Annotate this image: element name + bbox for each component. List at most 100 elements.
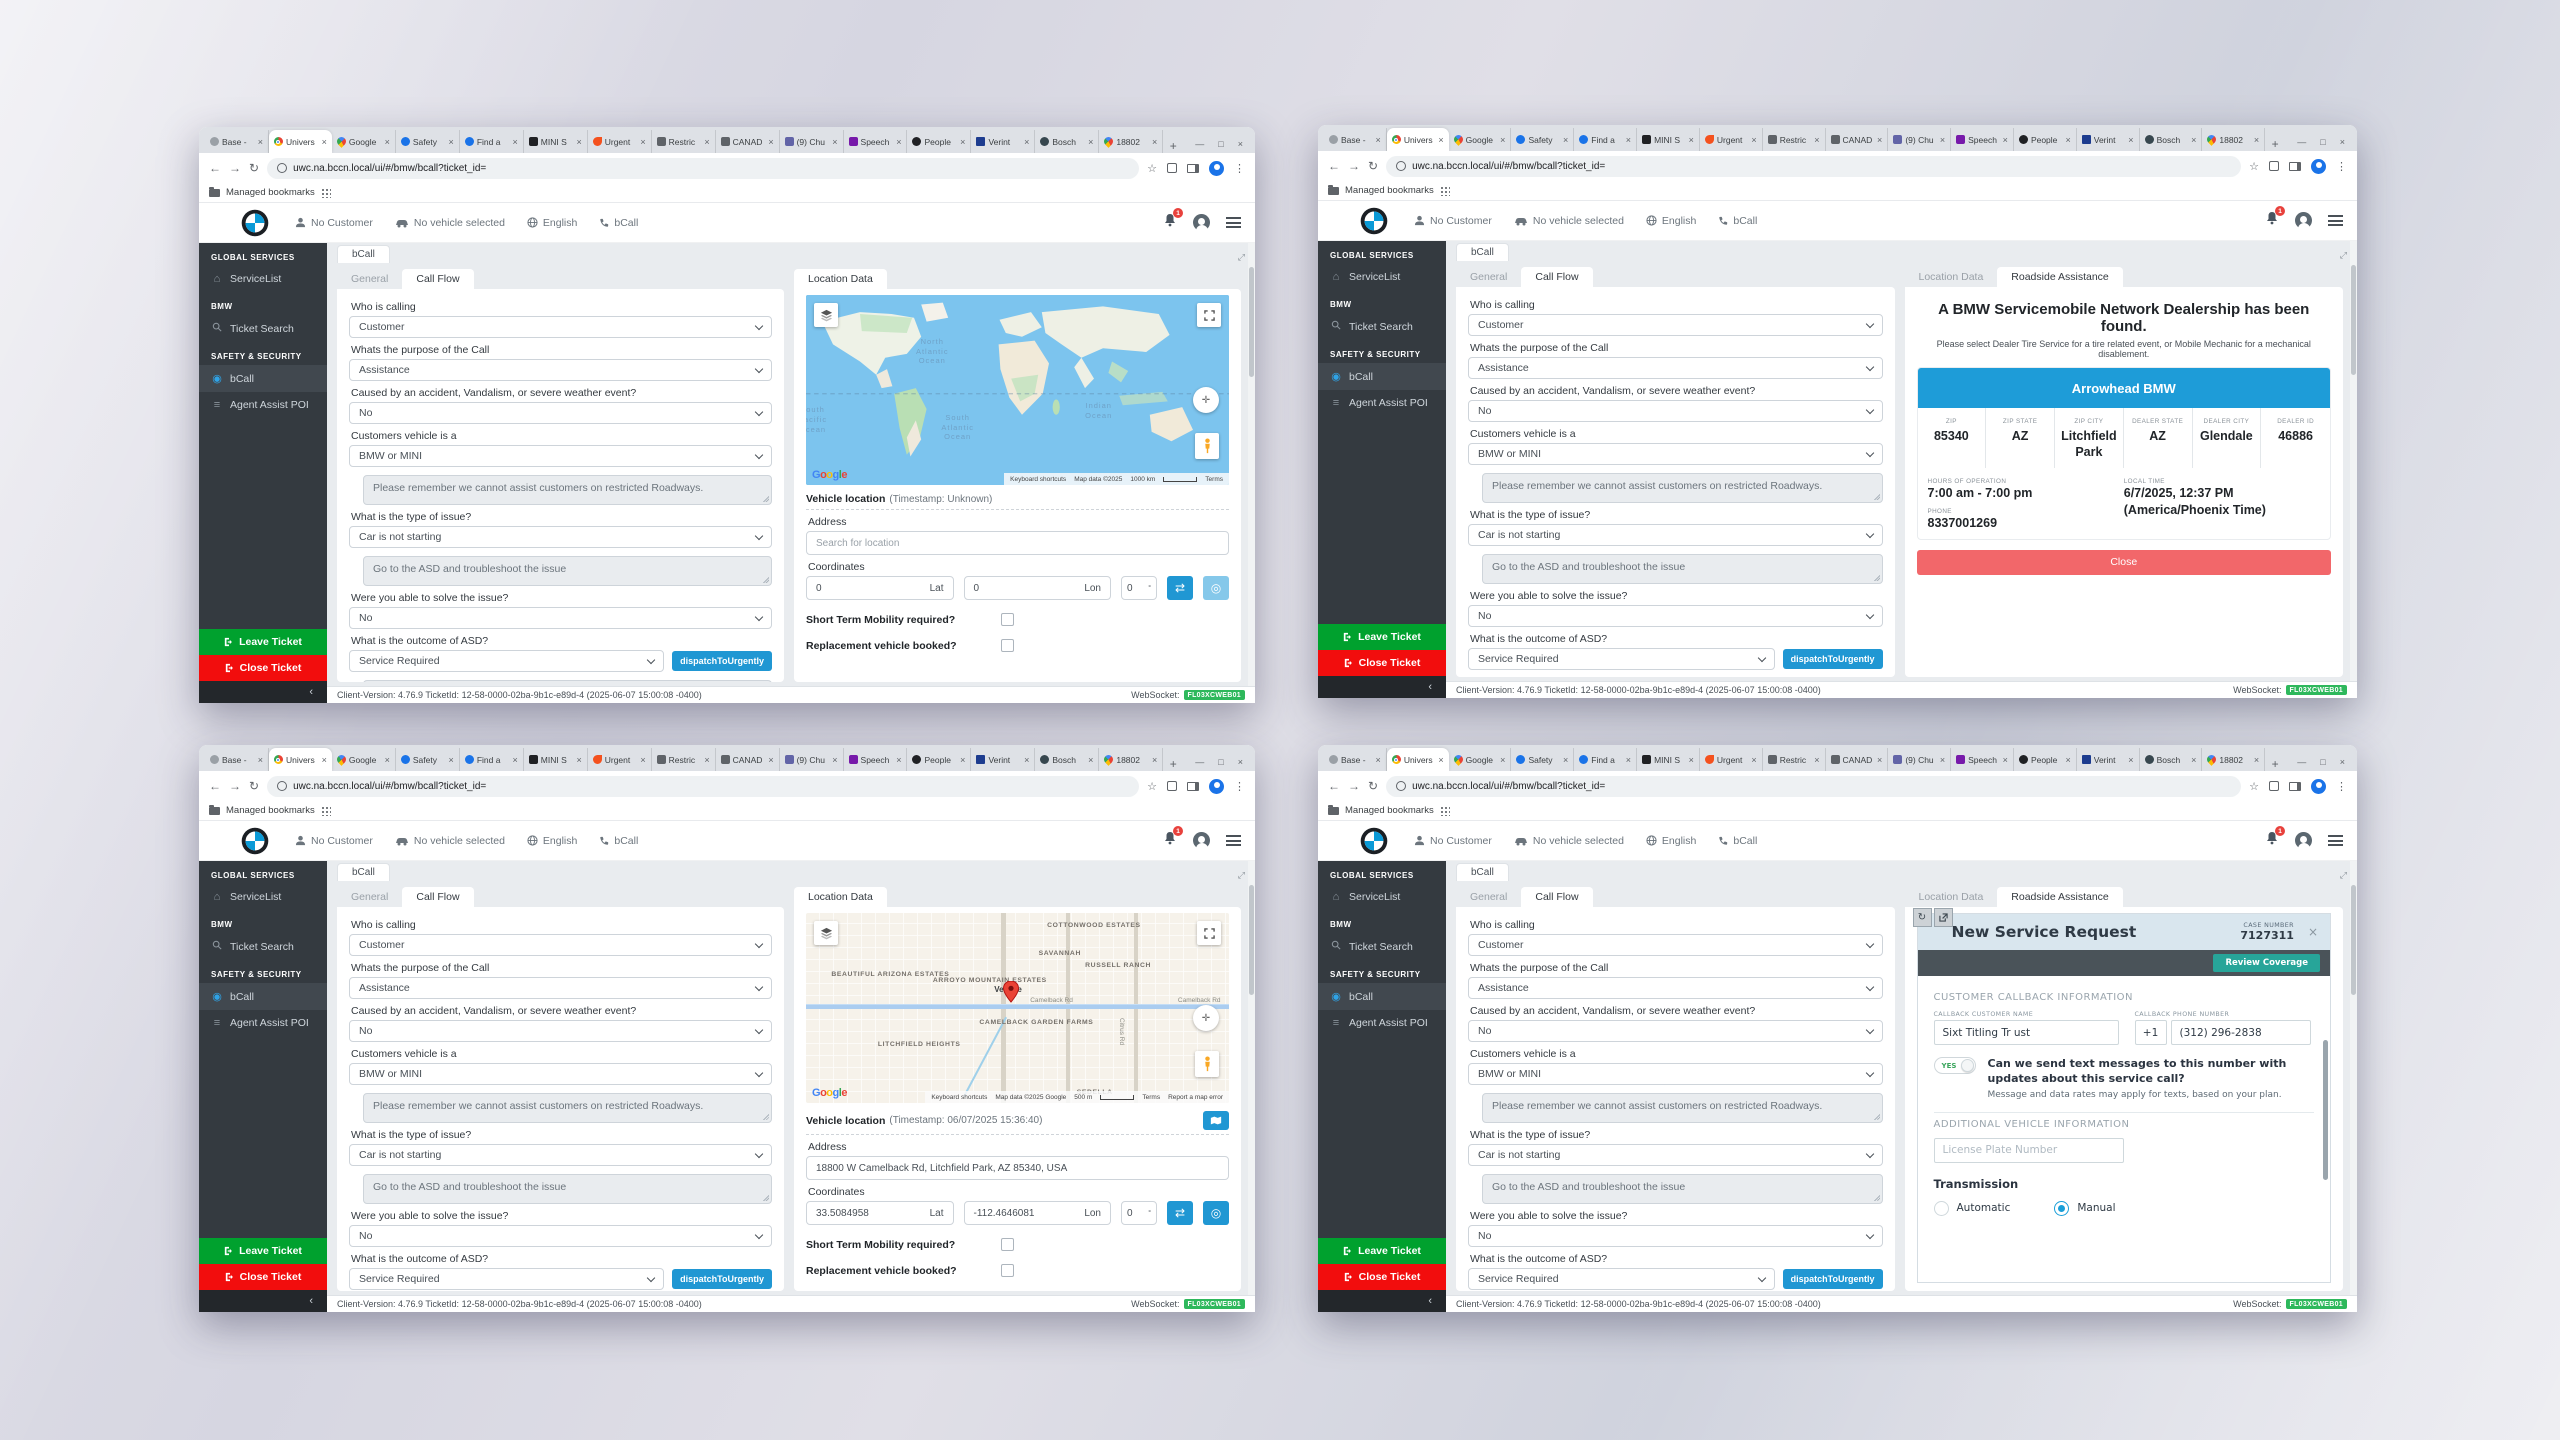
- downloads-icon[interactable]: [2269, 781, 2279, 791]
- tab-close-icon[interactable]: ×: [1562, 134, 1569, 145]
- expand-icon[interactable]: ⤢: [1237, 252, 1245, 262]
- window-close-button[interactable]: ×: [1237, 139, 1243, 149]
- tab-close-icon[interactable]: ×: [1751, 754, 1757, 765]
- profile-avatar[interactable]: [2311, 778, 2326, 794]
- who-is-calling-select[interactable]: Customer: [349, 316, 772, 338]
- browser-tab[interactable]: Verint ×: [2077, 748, 2140, 771]
- tab-general[interactable]: General: [1470, 271, 1508, 283]
- tab-close-icon[interactable]: ×: [1375, 134, 1381, 145]
- sms-toggle[interactable]: YES: [1933, 1057, 1976, 1074]
- new-tab-button[interactable]: +: [1169, 757, 1177, 771]
- ticket-tab-bcall[interactable]: bCall: [1456, 243, 1509, 261]
- vehicle-brand-select[interactable]: BMW or MINI: [349, 445, 772, 467]
- browser-tab[interactable]: MINI S ×: [524, 748, 588, 771]
- window-close-button[interactable]: ×: [1237, 757, 1243, 767]
- expand-icon[interactable]: ⤢: [1237, 870, 1245, 880]
- purpose-select[interactable]: Assistance: [349, 977, 772, 999]
- apps-grid-icon[interactable]: [320, 187, 331, 198]
- locate-button[interactable]: ◎: [1203, 576, 1229, 600]
- vehicle-pin-icon[interactable]: [1002, 980, 1019, 1008]
- browser-tab[interactable]: Speech ×: [844, 748, 908, 771]
- longitude-input[interactable]: 0 Lon: [963, 576, 1111, 600]
- sidebar-item-ticket-search[interactable]: Ticket Search: [199, 315, 327, 342]
- browser-tab[interactable]: Restric ×: [1763, 748, 1826, 771]
- tab-close-icon[interactable]: ×: [384, 754, 390, 765]
- tab-close-icon[interactable]: ×: [1814, 754, 1820, 765]
- user-avatar[interactable]: [1193, 832, 1210, 850]
- tab-close-icon[interactable]: ×: [2191, 134, 2197, 145]
- menu-kebab-icon[interactable]: ⋮: [1234, 162, 1245, 175]
- tab-close-icon[interactable]: ×: [704, 754, 710, 765]
- profile-avatar[interactable]: [1209, 160, 1224, 176]
- sidebar-item-bcall[interactable]: ◉ bCall: [199, 365, 327, 392]
- hamburger-menu-icon[interactable]: [1226, 835, 1241, 846]
- star-icon[interactable]: ☆: [2249, 160, 2259, 173]
- tab-close-icon[interactable]: ×: [1024, 136, 1030, 147]
- back-icon[interactable]: ←: [1328, 779, 1340, 793]
- window-close-button[interactable]: ×: [2339, 137, 2345, 147]
- asd-outcome-select[interactable]: Service Required: [349, 650, 665, 672]
- apps-grid-icon[interactable]: [1439, 185, 1450, 196]
- expand-icon[interactable]: ⤢: [2339, 250, 2347, 260]
- window-minimize-button[interactable]: —: [1195, 757, 1205, 767]
- tab-close-icon[interactable]: ×: [960, 754, 966, 765]
- browser-tab[interactable]: Find a ×: [1574, 748, 1638, 771]
- tab-close-icon[interactable]: ×: [1751, 134, 1757, 145]
- close-dealership-button[interactable]: Close: [1916, 549, 2331, 575]
- tab-close-icon[interactable]: ×: [1375, 754, 1381, 765]
- refresh-icon[interactable]: ↻: [1368, 159, 1379, 173]
- tab-close-icon[interactable]: ×: [321, 136, 327, 147]
- tab-close-icon[interactable]: ×: [832, 136, 838, 147]
- user-avatar[interactable]: [2295, 832, 2312, 850]
- downloads-icon[interactable]: [1167, 781, 1177, 791]
- tab-close-icon[interactable]: ×: [1625, 754, 1632, 765]
- tab-location-data[interactable]: Location Data: [794, 269, 887, 289]
- issue-type-select[interactable]: Car is not starting: [349, 1144, 772, 1166]
- transmission-automatic-radio[interactable]: Automatic: [1933, 1200, 2010, 1216]
- browser-tab[interactable]: (9) Chu ×: [780, 748, 844, 771]
- browser-tab[interactable]: (9) Chu ×: [780, 130, 844, 153]
- who-is-calling-select[interactable]: Customer: [1468, 934, 1883, 956]
- menu-kebab-icon[interactable]: ⋮: [1234, 780, 1245, 793]
- forward-icon[interactable]: →: [1348, 159, 1360, 173]
- purpose-select[interactable]: Assistance: [349, 359, 772, 381]
- new-tab-button[interactable]: +: [1169, 139, 1177, 153]
- heading-input[interactable]: 0 °: [1121, 1201, 1157, 1225]
- tab-close-icon[interactable]: ×: [1088, 136, 1094, 147]
- browser-tab[interactable]: CANAD ×: [716, 130, 780, 153]
- restricted-roadways-note[interactable]: Please remember we cannot assist custome…: [1482, 1093, 1883, 1123]
- tab-close-icon[interactable]: ×: [1152, 136, 1158, 147]
- tab-call-flow[interactable]: Call Flow: [402, 269, 474, 289]
- tab-close-icon[interactable]: ×: [2002, 754, 2008, 765]
- scrollbar-thumb[interactable]: [2351, 885, 2356, 995]
- tab-close-icon[interactable]: ×: [2002, 134, 2008, 145]
- tab-close-icon[interactable]: ×: [1939, 754, 1946, 765]
- notifications-button[interactable]: 1: [1163, 826, 1183, 850]
- tab-close-icon[interactable]: ×: [768, 754, 774, 765]
- tab-close-icon[interactable]: ×: [896, 754, 902, 765]
- downloads-icon[interactable]: [1167, 163, 1177, 173]
- swap-coordinates-button[interactable]: ⇄: [1167, 576, 1193, 600]
- tab-call-flow[interactable]: Call Flow: [1521, 267, 1593, 287]
- bcall-chip[interactable]: bCall: [599, 217, 638, 229]
- map-pan-control[interactable]: ✛: [1193, 387, 1219, 413]
- browser-tab[interactable]: Urgent ×: [588, 130, 652, 153]
- map-fullscreen-button[interactable]: [1197, 921, 1221, 945]
- side-panel-icon[interactable]: [1187, 163, 1199, 173]
- browser-tab[interactable]: (9) Chu ×: [1888, 748, 1952, 771]
- managed-bookmarks[interactable]: Managed bookmarks: [1345, 805, 1434, 816]
- back-icon[interactable]: ←: [209, 779, 221, 793]
- leave-ticket-button[interactable]: Leave Ticket: [1318, 624, 1446, 650]
- who-is-calling-select[interactable]: Customer: [349, 934, 772, 956]
- menu-kebab-icon[interactable]: ⋮: [2336, 780, 2347, 793]
- external-link-icon[interactable]: [1933, 908, 1953, 927]
- widget-scrollbar[interactable]: [2323, 1040, 2328, 1180]
- leave-ticket-button[interactable]: Leave Ticket: [199, 1238, 327, 1264]
- browser-tab-active[interactable]: Univers ×: [268, 748, 332, 771]
- tab-close-icon[interactable]: ×: [384, 136, 390, 147]
- longitude-input[interactable]: -112.4646081 Lon: [963, 1201, 1111, 1225]
- vehicle-chip[interactable]: No vehicle selected: [1514, 835, 1624, 847]
- window-minimize-button[interactable]: —: [2297, 757, 2307, 767]
- map-pan-control[interactable]: ✛: [1193, 1005, 1219, 1031]
- customer-chip[interactable]: No Customer: [1414, 215, 1492, 227]
